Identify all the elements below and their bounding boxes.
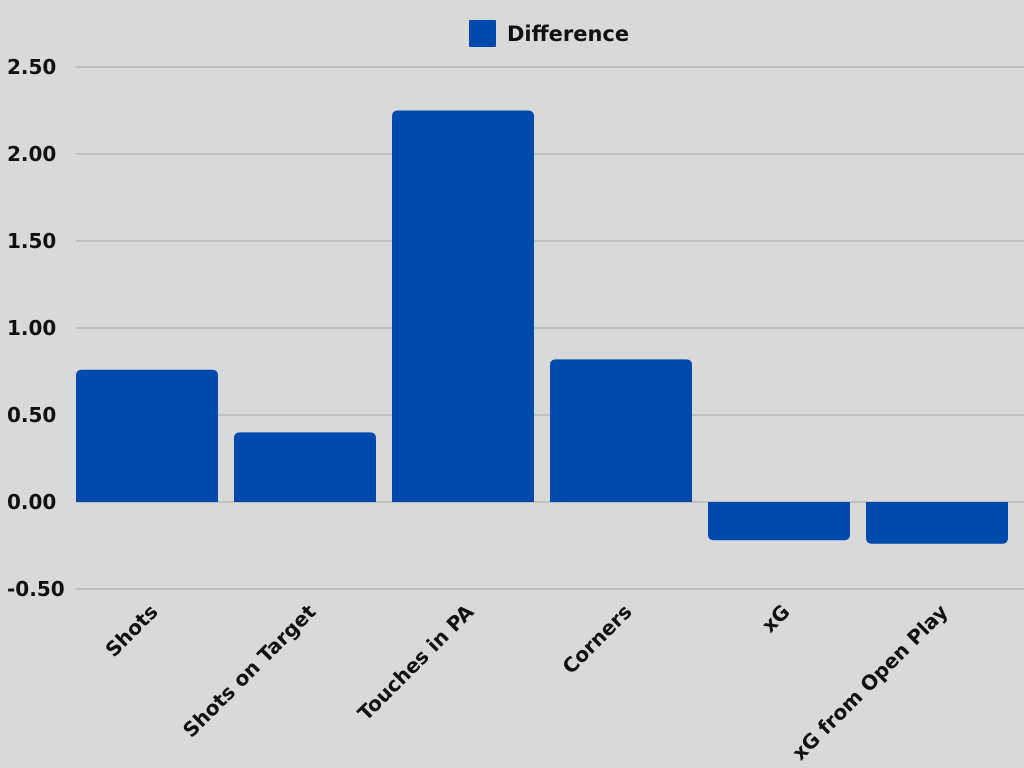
x-category-label: xG from Open Play	[787, 600, 952, 765]
y-tick-label: 0.50	[7, 403, 56, 427]
bar-touches-in-pa	[392, 110, 534, 502]
bar-xg	[708, 502, 850, 541]
legend-label-difference: Difference	[507, 22, 629, 46]
y-tick-label: -0.50	[7, 577, 65, 601]
y-tick-label: 0.00	[7, 490, 56, 514]
x-category-label: Touches in PA	[353, 599, 479, 725]
y-tick-label: 2.50	[7, 55, 56, 79]
bar-shots	[76, 369, 218, 502]
x-axis-categories: Shots Shots on Target Touches in PA Corners…	[100, 599, 952, 765]
x-category-label: xG	[757, 600, 795, 638]
bar-corners	[550, 359, 692, 502]
y-axis-ticks: 2.50 2.00 1.50 1.00 0.50 0.00 -0.50	[7, 55, 65, 601]
legend: Difference	[469, 20, 629, 47]
y-tick-label: 2.00	[7, 142, 56, 166]
y-tick-label: 1.50	[7, 229, 56, 253]
x-category-label: Corners	[557, 600, 636, 679]
x-category-label: Shots	[100, 600, 162, 662]
legend-swatch	[469, 20, 496, 47]
y-tick-label: 1.00	[7, 316, 56, 340]
x-category-label: Shots on Target	[178, 599, 321, 742]
bar-xg-from-open-play	[866, 502, 1008, 544]
bars	[76, 110, 1008, 544]
bar-shots-on-target	[234, 432, 376, 502]
